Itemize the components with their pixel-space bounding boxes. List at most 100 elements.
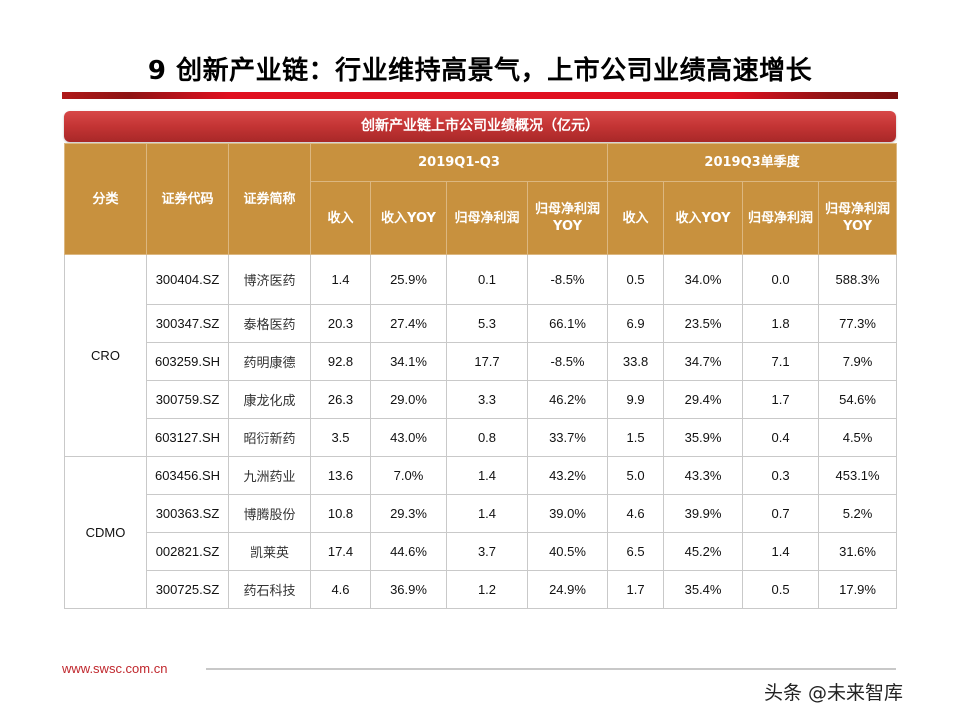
- value-cell: 17.4: [310, 532, 371, 571]
- value-cell: 34.0%: [663, 254, 744, 305]
- table-row: 300363.SZ 博腾股份 10.8 29.3% 1.4 39.0% 4.6 39.9% 0.…: [65, 494, 898, 533]
- value-cell: 23.5%: [663, 304, 744, 343]
- value-cell: 453.1%: [818, 456, 898, 495]
- value-cell: 43.0%: [370, 418, 447, 457]
- slide-title: 9 创新产业链：行业维持高景气，上市公司业绩高速增长: [147, 56, 813, 86]
- code-cell: 300404.SZ: [146, 254, 229, 305]
- value-cell: 43.3%: [663, 456, 744, 495]
- code-cell: 300363.SZ: [146, 494, 229, 533]
- value-cell: 35.9%: [663, 418, 744, 457]
- value-cell: 34.1%: [370, 342, 447, 381]
- value-cell: 1.4: [446, 494, 528, 533]
- name-cell: 康龙化成: [228, 380, 311, 419]
- value-cell: 26.3: [310, 380, 371, 419]
- value-cell: 35.4%: [663, 570, 744, 609]
- value-cell: 7.0%: [370, 456, 447, 495]
- value-cell: 27.4%: [370, 304, 447, 343]
- category-cell: CRO: [64, 254, 147, 457]
- name-cell: 博济医药: [228, 254, 311, 305]
- value-cell: 0.5: [742, 570, 820, 609]
- value-cell: 1.7: [742, 380, 820, 419]
- header-revenue: 收入: [310, 181, 371, 255]
- code-cell: 002821.SZ: [146, 532, 229, 571]
- value-cell: 45.2%: [663, 532, 744, 571]
- performance-table: 分类 证券代码 证券简称 2019Q1-Q3 2019Q3单季度 收入 收入YO…: [64, 143, 898, 609]
- code-cell: 603456.SH: [146, 456, 229, 495]
- table-row: 603259.SH 药明康德 92.8 34.1% 17.7 -8.5% 33.8 34.7%…: [65, 342, 898, 381]
- name-cell: 博腾股份: [228, 494, 311, 533]
- value-cell: 13.6: [310, 456, 371, 495]
- header-revenue-yoy: 收入YOY: [663, 181, 744, 255]
- header-name: 证券简称: [228, 143, 311, 255]
- value-cell: 33.7%: [526, 418, 609, 457]
- value-cell: 34.7%: [663, 342, 744, 381]
- value-cell: 3.7: [446, 532, 528, 571]
- value-cell: 29.0%: [370, 380, 447, 419]
- value-cell: 0.3: [742, 456, 820, 495]
- table-row: 300725.SZ 药石科技 4.6 36.9% 1.2 24.9% 1.7 35.4% 0.5…: [65, 570, 898, 609]
- value-cell: 31.6%: [818, 532, 898, 571]
- header-net-profit-yoy: 归母净利润YOY: [526, 181, 609, 255]
- header-revenue: 收入: [607, 181, 665, 255]
- value-cell: 0.7: [742, 494, 820, 533]
- name-cell: 药明康德: [228, 342, 311, 381]
- header-group-q1q3: 2019Q1-Q3: [309, 143, 609, 182]
- code-cell: 300759.SZ: [146, 380, 229, 419]
- category-cell: CDMO: [64, 456, 147, 609]
- value-cell: 0.1: [446, 254, 528, 305]
- value-cell: 3.3: [446, 380, 528, 419]
- name-cell: 药石科技: [228, 570, 311, 609]
- name-cell: 凯莱英: [228, 532, 311, 571]
- value-cell: 40.5%: [526, 532, 609, 571]
- header-code: 证券代码: [146, 143, 229, 255]
- value-cell: 24.9%: [526, 570, 609, 609]
- value-cell: 29.4%: [663, 380, 744, 419]
- value-cell: 5.3: [446, 304, 528, 343]
- value-cell: 4.6: [310, 570, 371, 609]
- table-row: 300759.SZ 康龙化成 26.3 29.0% 3.3 46.2% 9.9 29.4% 1.…: [65, 380, 898, 419]
- name-cell: 昭衍新药: [228, 418, 311, 457]
- value-cell: 5.0: [607, 456, 665, 495]
- value-cell: 66.1%: [526, 304, 609, 343]
- value-cell: 0.8: [446, 418, 528, 457]
- value-cell: 6.9: [607, 304, 665, 343]
- value-cell: -8.5%: [526, 254, 609, 305]
- watermark: 头条 @未来智库: [764, 682, 904, 704]
- code-cell: 300725.SZ: [146, 570, 229, 609]
- value-cell: 0.5: [607, 254, 665, 305]
- value-cell: 29.3%: [370, 494, 447, 533]
- table-row: 300347.SZ 泰格医药 20.3 27.4% 5.3 66.1% 6.9 23.5% 1.…: [65, 304, 898, 343]
- code-cell: 300347.SZ: [146, 304, 229, 343]
- value-cell: 1.4: [310, 254, 371, 305]
- value-cell: 1.4: [446, 456, 528, 495]
- table-caption-banner: 创新产业链上市公司业绩概况（亿元）: [64, 111, 896, 142]
- value-cell: 0.4: [742, 418, 820, 457]
- table-row: CDMO 603456.SH 九洲药业 13.6 7.0% 1.4 43.2% 5.0 43.3…: [64, 456, 898, 609]
- table-row: 603127.SH 昭衍新药 3.5 43.0% 0.8 33.7% 1.5 35.9% 0.4…: [65, 418, 898, 457]
- value-cell: 1.7: [607, 570, 665, 609]
- value-cell: 17.9%: [818, 570, 898, 609]
- value-cell: 6.5: [607, 532, 665, 571]
- name-cell: 九洲药业: [228, 456, 311, 495]
- value-cell: 0.0: [742, 254, 820, 305]
- value-cell: 1.2: [446, 570, 528, 609]
- code-cell: 603127.SH: [146, 418, 229, 457]
- value-cell: 4.5%: [818, 418, 898, 457]
- value-cell: 10.8: [310, 494, 371, 533]
- value-cell: 33.8: [607, 342, 665, 381]
- value-cell: -8.5%: [526, 342, 609, 381]
- value-cell: 7.1: [742, 342, 820, 381]
- value-cell: 20.3: [310, 304, 371, 343]
- value-cell: 4.6: [607, 494, 665, 533]
- footer-url: www.swsc.com.cn: [62, 661, 168, 676]
- value-cell: 39.9%: [663, 494, 744, 533]
- table-row: CRO 300404.SZ 博济医药 1.4 25.9% 0.1 -8.5% 0.5 34.0%…: [64, 254, 898, 457]
- value-cell: 9.9: [607, 380, 665, 419]
- header-category: 分类: [64, 143, 147, 255]
- table-row: 002821.SZ 凯莱英 17.4 44.6% 3.7 40.5% 6.5 45.2% 1.4…: [65, 532, 898, 571]
- header-group-q3: 2019Q3单季度: [607, 143, 898, 182]
- value-cell: 7.9%: [818, 342, 898, 381]
- value-cell: 3.5: [310, 418, 371, 457]
- value-cell: 17.7: [446, 342, 528, 381]
- value-cell: 44.6%: [370, 532, 447, 571]
